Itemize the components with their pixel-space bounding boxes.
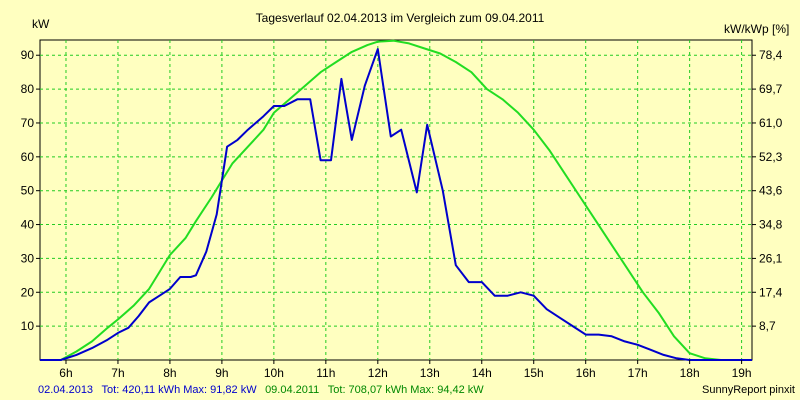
y-left-tick-label: 50 bbox=[21, 184, 35, 198]
y-right-tick-label: 61,0 bbox=[759, 116, 783, 130]
right-y-axis-ticks: 8,7 17,4 26,1 34,8 43,6 52,3 61,0 69,7 78,4 bbox=[752, 48, 783, 333]
x-tick-label: 17h bbox=[628, 366, 648, 380]
y-left-tick-label: 70 bbox=[21, 116, 35, 130]
x-tick-label: 6h bbox=[59, 366, 72, 380]
y-left-tick-label: 90 bbox=[21, 48, 35, 62]
right-axis-label: kW/kWp [%] bbox=[724, 22, 789, 36]
y-right-tick-label: 69,7 bbox=[759, 82, 783, 96]
footer-credit: SunnyReport pinxit bbox=[702, 384, 795, 396]
x-tick-label: 15h bbox=[524, 366, 544, 380]
series-layer bbox=[40, 39, 752, 361]
x-tick-label: 14h bbox=[472, 366, 492, 380]
chart-title: Tagesverlauf 02.04.2013 im Vergleich zum… bbox=[256, 11, 545, 25]
y-left-tick-label: 20 bbox=[21, 285, 35, 299]
x-tick-label: 13h bbox=[420, 366, 440, 380]
footer-2013-date: 02.04.2013 bbox=[38, 384, 93, 396]
series-line-2011 bbox=[40, 39, 752, 361]
left-axis-label: kW bbox=[32, 17, 50, 31]
x-tick-label: 8h bbox=[163, 366, 176, 380]
y-right-tick-label: 17,4 bbox=[759, 285, 783, 299]
y-left-tick-label: 40 bbox=[21, 218, 35, 232]
x-tick-label: 19h bbox=[732, 366, 752, 380]
footer-2013-stats: Tot: 420,11 kWh Max: 91,82 kW bbox=[102, 384, 258, 396]
y-left-tick-label: 30 bbox=[21, 251, 35, 265]
x-axis-ticks: 6h 7h 8h 9h 10h 11h 12h 13h 14h 15h 16h 17h 18h 19h bbox=[59, 360, 752, 380]
x-tick-label: 7h bbox=[111, 366, 124, 380]
x-tick-label: 18h bbox=[680, 366, 700, 380]
chart-footer: 02.04.2013 Tot: 420,11 kWh Max: 91,82 kW… bbox=[38, 380, 484, 397]
y-right-tick-label: 43,6 bbox=[759, 184, 783, 198]
y-right-tick-label: 34,8 bbox=[759, 218, 783, 232]
x-tick-label: 11h bbox=[316, 366, 335, 380]
y-left-tick-label: 60 bbox=[21, 150, 35, 164]
y-left-tick-label: 80 bbox=[21, 82, 35, 96]
x-tick-label: 16h bbox=[576, 366, 596, 380]
x-tick-label: 12h bbox=[368, 366, 388, 380]
footer-2011-date: 09.04.2011 bbox=[265, 384, 319, 396]
x-tick-label: 10h bbox=[264, 366, 284, 380]
y-left-tick-label: 10 bbox=[21, 319, 35, 333]
y-right-tick-label: 8,7 bbox=[759, 319, 776, 333]
y-right-tick-label: 52,3 bbox=[759, 150, 783, 164]
left-y-axis-ticks: 10 20 30 40 50 60 70 80 90 bbox=[21, 48, 40, 333]
grid bbox=[40, 40, 752, 360]
x-tick-label: 9h bbox=[215, 366, 228, 380]
footer-2011-stats: Tot: 708,07 kWh Max: 94,42 kW bbox=[328, 384, 485, 396]
y-right-tick-label: 78,4 bbox=[759, 48, 783, 62]
plot-area bbox=[39, 39, 753, 361]
y-right-tick-label: 26,1 bbox=[759, 251, 783, 265]
series-line-2013 bbox=[40, 48, 752, 361]
